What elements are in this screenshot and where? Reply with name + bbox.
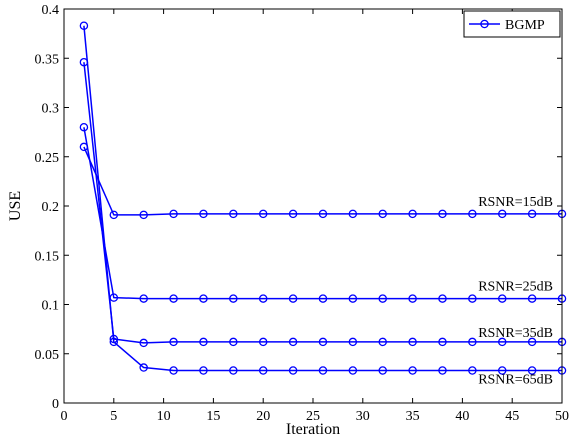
series-annotation: RSNR=25dB bbox=[478, 280, 553, 295]
y-tick-label: 0.1 bbox=[42, 299, 60, 314]
annotations: RSNR=15dB RSNR=25dB RSNR=35dB RSNR=65dB bbox=[478, 195, 553, 388]
x-tick-label: 35 bbox=[406, 409, 420, 424]
y-axis-label: USE bbox=[7, 191, 24, 221]
x-tick-label: 45 bbox=[505, 409, 519, 424]
x-tick-label: 15 bbox=[206, 409, 220, 424]
series-line-2 bbox=[84, 127, 562, 298]
x-tick-label: 40 bbox=[455, 409, 469, 424]
series-annotation: RSNR=35dB bbox=[478, 326, 553, 341]
x-tick-label: 5 bbox=[110, 409, 117, 424]
y-tick-label: 0.2 bbox=[42, 200, 60, 215]
y-tick-label: 0.4 bbox=[42, 3, 60, 18]
y-tick-label: 0.3 bbox=[42, 102, 60, 117]
x-tick-label: 0 bbox=[61, 409, 68, 424]
y-tick-label: 0.15 bbox=[35, 249, 60, 264]
x-axis-label: Iteration bbox=[286, 421, 340, 438]
x-tick-label: 20 bbox=[256, 409, 270, 424]
x-tick-label: 10 bbox=[157, 409, 171, 424]
y-tick-label: 0 bbox=[52, 397, 59, 412]
legend-label: BGMP bbox=[505, 18, 545, 33]
x-tick-label: 30 bbox=[356, 409, 370, 424]
x-tick-label: 50 bbox=[555, 409, 569, 424]
series-annotation: RSNR=65dB bbox=[478, 372, 553, 387]
y-tick-label: 0.05 bbox=[35, 348, 60, 363]
series-annotation: RSNR=15dB bbox=[478, 195, 553, 210]
legend: BGMP bbox=[464, 11, 560, 37]
y-tick-label: 0.25 bbox=[35, 151, 60, 166]
y-tick-label: 0.35 bbox=[35, 52, 60, 67]
